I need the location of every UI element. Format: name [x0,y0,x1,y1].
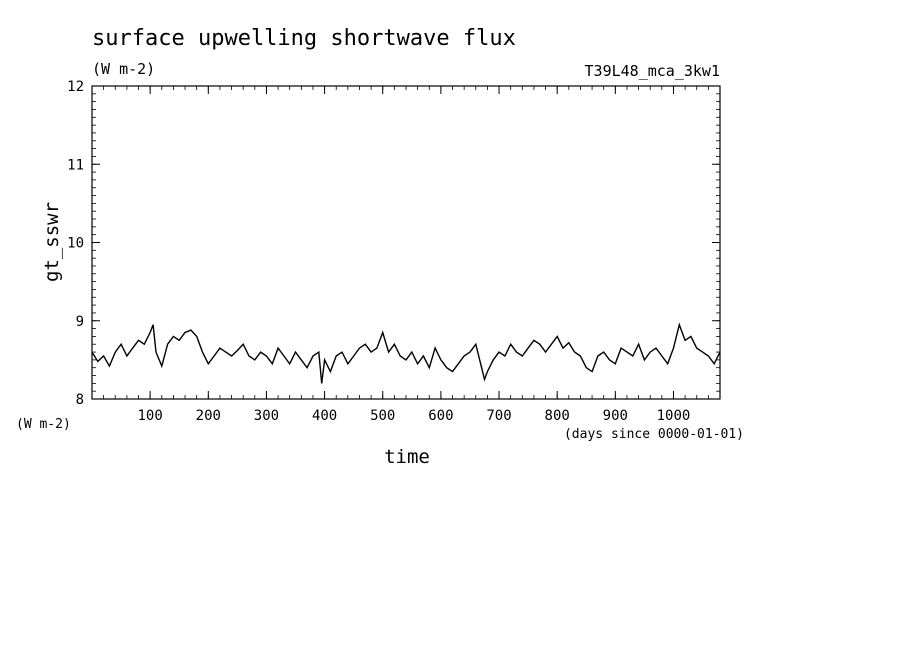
x-tick-label: 400 [312,408,337,424]
y-tick-label: 8 [76,392,84,408]
x-tick-label: 200 [196,408,221,424]
y-axis-units: (W m-2) [16,417,71,432]
x-tick-label: 900 [603,408,628,424]
x-tick-label: 800 [545,408,570,424]
y-tick-label: 12 [67,79,84,95]
x-axis-ticks: 100 200 300 400 500 600 700 800 900 1000 [137,86,690,424]
y-tick-label: 11 [67,157,84,173]
x-axis-units: (days since 0000-01-01) [564,427,744,442]
x-tick-label: 1000 [657,408,691,424]
run-label: T39L48_mca_3kw1 [585,62,720,80]
y-axis-label: gt_sswr [41,202,63,282]
y-tick-label: 9 [76,314,84,330]
series-line [91,322,721,384]
x-tick-label: 500 [370,408,395,424]
y-axis-ticks: 8 9 10 11 12 [67,79,720,408]
x-tick-label: 300 [254,408,279,424]
x-tick-label: 100 [137,408,162,424]
x-axis-label: time [384,446,430,468]
x-tick-label: 600 [428,408,453,424]
chart-units: (W m-2) [92,60,155,78]
y-tick-label: 10 [67,236,84,252]
minor-ticks [92,85,720,399]
x-tick-label: 700 [486,408,511,424]
plot-frame [91,85,721,400]
chart-title: surface upwelling shortwave flux [92,26,516,51]
